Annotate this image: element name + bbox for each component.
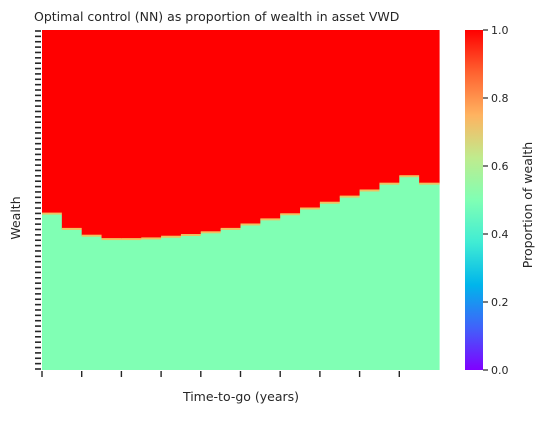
heatmap-cell-low	[359, 190, 381, 370]
heatmap-cell-low	[161, 236, 182, 370]
heatmap-cell-low	[399, 176, 420, 370]
heatmap-cell-high	[379, 30, 400, 184]
heatmap-cell-high	[240, 30, 261, 225]
heatmap-cell-low	[180, 235, 202, 370]
heatmap-cell-high	[101, 30, 122, 240]
y-axis-ticks	[35, 30, 41, 370]
heatmap-cells	[42, 30, 440, 370]
colorbar-tick-label: 0.2	[491, 296, 509, 309]
heatmap-cell-low	[42, 213, 63, 370]
heatmap-cell-high	[260, 30, 281, 220]
heatmap-boundary-cell	[339, 195, 361, 198]
x-axis-label: Time-to-go (years)	[182, 389, 299, 404]
heatmap-cell-low	[121, 239, 142, 370]
heatmap-boundary-cell	[399, 175, 420, 178]
heatmap-boundary-cell	[260, 218, 281, 221]
heatmap-boundary-cell	[81, 234, 103, 237]
heatmap-boundary-cell	[280, 213, 301, 216]
heatmap-cell-high	[300, 30, 321, 209]
heatmap-boundary-cell	[240, 223, 261, 226]
heatmap-cell-low	[81, 235, 103, 370]
heatmap-cell-high	[42, 30, 63, 214]
heatmap-cell-high	[161, 30, 182, 237]
heatmap-cell-low	[319, 202, 341, 370]
heatmap-cell-low	[339, 196, 361, 370]
heatmap-cell-low	[61, 228, 83, 370]
heatmap-cell-low	[101, 239, 122, 370]
colorbar-tick-label: 0.4	[491, 228, 509, 241]
heatmap-boundary-cell	[180, 234, 202, 237]
heatmap-cell-high	[180, 30, 202, 236]
chart-title: Optimal control (NN) as proportion of we…	[34, 9, 399, 24]
heatmap-boundary-cell	[101, 238, 122, 241]
heatmap-boundary-cell	[359, 189, 381, 192]
heatmap-cell-high	[220, 30, 242, 229]
heatmap-boundary-cell	[141, 237, 162, 240]
y-axis-label: Wealth	[8, 196, 23, 239]
x-axis-ticks	[41, 371, 400, 377]
heatmap-boundary-cell	[220, 227, 242, 230]
heatmap-cell-low	[141, 238, 162, 370]
heatmap-boundary-cell	[419, 182, 440, 185]
heatmap-cell-high	[200, 30, 222, 233]
colorbar-tick-label: 1.0	[491, 24, 509, 37]
heatmap-cell-low	[379, 183, 400, 370]
heatmap-boundary-cell	[161, 235, 182, 238]
heatmap-boundary-cell	[200, 231, 222, 234]
heatmap-cell-high	[359, 30, 381, 191]
colorbar-label: Proportion of wealth	[520, 142, 535, 268]
colorbar-tick-label: 0.6	[491, 160, 509, 173]
colorbar-tick-label: 0.0	[491, 364, 509, 377]
heatmap-cell-high	[280, 30, 301, 215]
heatmap-cell-high	[121, 30, 142, 240]
heatmap-cell-high	[399, 30, 420, 177]
colorbar	[465, 30, 483, 370]
heatmap-cell-high	[81, 30, 103, 236]
heatmap-boundary-cell	[42, 212, 63, 215]
heatmap-boundary-cell	[61, 227, 83, 230]
heatmap-cell-low	[300, 208, 321, 370]
heatmap-cell-high	[319, 30, 341, 203]
heatmap-boundary-cell	[379, 182, 400, 185]
heatmap-cell-high	[141, 30, 162, 239]
heatmap-cell-high	[339, 30, 361, 197]
heatmap-cell-low	[200, 232, 222, 370]
heatmap-cell-high	[61, 30, 83, 229]
heatmap-boundary-cell	[319, 201, 341, 204]
heatmap-cell-low	[240, 224, 261, 370]
heatmap-cell-high	[419, 30, 440, 184]
heatmap-cell-low	[220, 228, 242, 370]
heatmap-boundary-cell	[121, 238, 142, 241]
heatmap-cell-low	[280, 214, 301, 370]
heatmap-cell-low	[260, 219, 281, 370]
heatmap-boundary-cell	[300, 207, 321, 210]
colorbar-tick-label: 0.8	[491, 92, 509, 105]
heatmap-cell-low	[419, 183, 440, 370]
colorbar-ticks: 0.0 0.2 0.4 0.6 0.8 1.0	[483, 24, 509, 377]
